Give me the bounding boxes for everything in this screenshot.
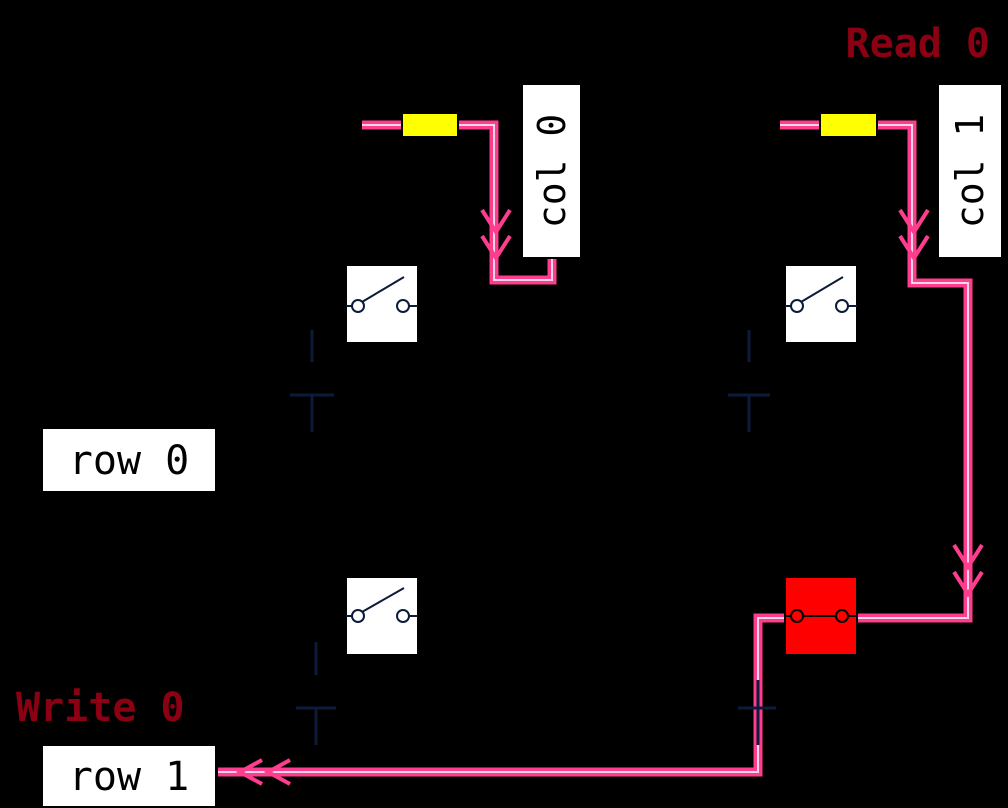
switch-icon	[346, 587, 418, 623]
highlighted-wires	[218, 120, 973, 777]
col0-label-box: col 0	[521, 83, 582, 259]
switch-r1c1-active[interactable]	[784, 576, 858, 656]
col0-label: col 0	[530, 114, 574, 228]
row1-label: row 1	[69, 754, 189, 800]
switch-icon	[346, 276, 418, 313]
transistor-r0c0-icon	[290, 330, 334, 432]
arrow-icon	[235, 758, 291, 786]
switch-r1c0[interactable]	[345, 576, 419, 656]
col0-wire-core	[362, 124, 553, 281]
col1-wire-core	[218, 124, 969, 773]
col1-label-box: col 1	[937, 83, 1003, 259]
arrow-icon	[952, 543, 984, 598]
transistor-r0c1-icon	[728, 330, 770, 432]
row0-label: row 0	[69, 438, 189, 484]
col0-source-icon	[401, 112, 459, 138]
switch-icon	[785, 609, 857, 623]
row0-label-box: row 0	[41, 427, 217, 493]
col1-source-icon	[819, 112, 878, 138]
switch-icon	[785, 276, 857, 313]
read-status: Read 0	[846, 21, 991, 67]
switch-r0c0[interactable]	[345, 264, 419, 344]
transistor-r1c1-icon	[738, 680, 776, 745]
transistor-r1c0-icon	[296, 642, 336, 745]
col1-label: col 1	[948, 114, 992, 228]
arrow-icon	[480, 208, 512, 262]
write-status: Write 0	[16, 685, 185, 731]
flow-arrows	[235, 208, 984, 786]
arrow-icon	[898, 208, 930, 262]
col1-wire	[218, 120, 973, 777]
row1-label-box: row 1	[41, 744, 217, 808]
switch-r0c1[interactable]	[784, 264, 858, 344]
